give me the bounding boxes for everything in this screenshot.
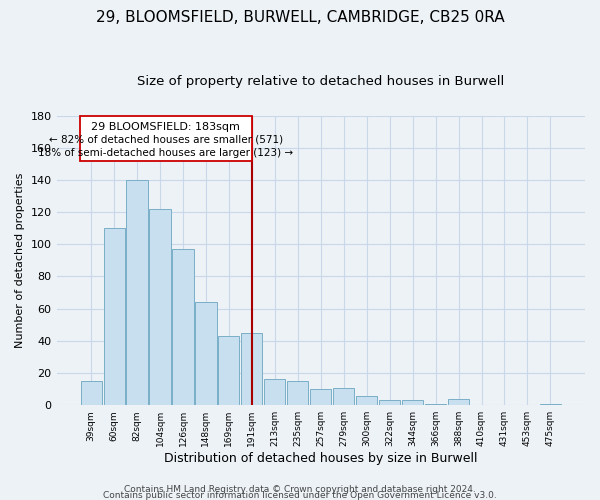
Text: Contains public sector information licensed under the Open Government Licence v3: Contains public sector information licen… [103,490,497,500]
Y-axis label: Number of detached properties: Number of detached properties [15,172,25,348]
Bar [540,404,561,405]
Bar [218,336,239,405]
X-axis label: Distribution of detached houses by size in Burwell: Distribution of detached houses by size … [164,452,478,465]
Bar [448,399,469,405]
Bar [333,388,354,405]
Bar [80,381,101,405]
Bar [149,209,170,405]
Bar [127,180,148,405]
FancyBboxPatch shape [80,116,252,160]
Text: Contains HM Land Registry data © Crown copyright and database right 2024.: Contains HM Land Registry data © Crown c… [124,484,476,494]
Bar [356,396,377,405]
Bar [172,249,194,405]
Text: 29 BLOOMSFIELD: 183sqm: 29 BLOOMSFIELD: 183sqm [91,122,240,132]
Bar [104,228,125,405]
Bar [196,302,217,405]
Bar [264,380,286,405]
Bar [379,400,400,405]
Bar [287,381,308,405]
Bar [310,389,331,405]
Bar [425,404,446,405]
Text: 18% of semi-detached houses are larger (123) →: 18% of semi-detached houses are larger (… [38,148,293,158]
Bar [241,333,262,405]
Text: 29, BLOOMSFIELD, BURWELL, CAMBRIDGE, CB25 0RA: 29, BLOOMSFIELD, BURWELL, CAMBRIDGE, CB2… [95,10,505,25]
Title: Size of property relative to detached houses in Burwell: Size of property relative to detached ho… [137,75,505,88]
Bar [402,400,423,405]
Text: ← 82% of detached houses are smaller (571): ← 82% of detached houses are smaller (57… [49,135,283,145]
